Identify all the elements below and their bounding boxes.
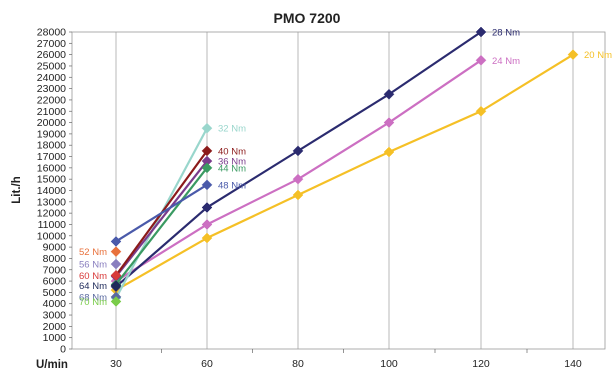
y-tick-label: 11000: [38, 219, 67, 231]
y-tick-label: 14000: [37, 185, 66, 197]
series-44-nm: [110, 162, 213, 290]
series-label: 60 Nm: [79, 271, 107, 282]
series-label: 20 Nm: [584, 50, 612, 61]
y-tick-label: 28000: [37, 27, 66, 39]
series-48-nm: [110, 179, 213, 247]
series-line: [115, 167, 208, 286]
y-tick-label: 20000: [37, 117, 66, 129]
data-point: [292, 173, 304, 185]
data-point: [201, 145, 213, 157]
data-point: [201, 179, 213, 191]
y-tick-label: 6000: [43, 276, 67, 288]
y-tick-label: 27000: [37, 38, 66, 50]
x-tick-label: 60: [201, 358, 213, 370]
series-line: [115, 59, 482, 283]
y-tick-label: 8000: [43, 253, 67, 265]
series-line: [115, 183, 208, 243]
chart-title: PMO 7200: [274, 10, 341, 26]
data-point: [292, 145, 304, 157]
data-point: [201, 232, 213, 244]
series-label: 40 Nm: [218, 146, 246, 157]
series-70-nm: [110, 296, 122, 307]
series-label: 32 Nm: [218, 124, 246, 135]
plot-area: [71, 31, 606, 350]
y-tick-label: 0: [60, 344, 66, 356]
series-24-nm: [110, 54, 487, 287]
y-tick-label: 1000: [43, 332, 67, 344]
series-label: 48 Nm: [218, 180, 246, 191]
y-tick-label: 10000: [37, 230, 66, 242]
x-tick-label: 140: [564, 358, 582, 370]
data-point: [475, 54, 487, 66]
data-point: [383, 146, 395, 158]
data-point: [292, 189, 304, 201]
y-tick-label: 19000: [37, 128, 66, 140]
y-tick-label: 17000: [37, 151, 66, 163]
series-line: [115, 53, 574, 292]
y-tick-label: 18000: [37, 140, 66, 152]
series-label: 64 Nm: [79, 281, 107, 292]
data-point: [110, 258, 122, 270]
y-tick-label: 5000: [43, 287, 67, 299]
data-point: [110, 236, 122, 247]
series-56-nm: [110, 258, 122, 270]
y-tick-label: 7000: [43, 264, 67, 276]
y-tick-label: 13000: [37, 196, 66, 208]
y-tick-label: 2000: [43, 321, 67, 333]
x-tick-label: 100: [380, 358, 398, 370]
series-label: 52 Nm: [79, 247, 107, 258]
series-label: 68 Nm: [79, 292, 107, 303]
y-tick-label: 16000: [37, 162, 66, 174]
y-tick-label: 22000: [37, 94, 66, 106]
y-tick-label: 3000: [43, 310, 67, 322]
series-label: 24 Nm: [492, 56, 520, 67]
data-point: [567, 49, 579, 60]
series-label: 70 Nm: [79, 297, 107, 308]
x-tick-label: 80: [292, 358, 304, 370]
series-label: 56 Nm: [79, 260, 107, 271]
series-64-nm: [110, 280, 122, 291]
y-tick-label: 15000: [37, 174, 66, 186]
data-point: [110, 296, 122, 307]
series-20-nm: [110, 49, 579, 296]
series-28-nm: [110, 26, 487, 293]
data-point: [383, 117, 395, 128]
series-line: [115, 31, 482, 288]
data-point: [201, 162, 213, 174]
series-label: 28 Nm: [492, 28, 520, 39]
y-tick-label: 9000: [43, 242, 67, 254]
data-point: [110, 246, 122, 257]
y-tick-label: 23000: [37, 83, 66, 95]
data-point: [201, 202, 213, 213]
data-point: [383, 88, 395, 100]
series-label: 36 Nm: [218, 157, 246, 168]
x-axis-label: U/min: [36, 359, 68, 370]
y-tick-label: 24000: [37, 72, 66, 84]
y-tick-label: 12000: [37, 208, 66, 220]
series-label: 44 Nm: [218, 163, 246, 174]
y-axis-label: Lit./h: [11, 176, 23, 203]
series-line: [115, 160, 208, 278]
y-tick-label: 21000: [37, 106, 66, 118]
x-tick-label: 120: [472, 358, 490, 370]
data-point: [110, 280, 122, 291]
data-point: [201, 122, 213, 134]
y-tick-label: 25000: [37, 60, 66, 72]
x-tick-label: 30: [110, 358, 122, 370]
y-tick-label: 26000: [37, 49, 66, 61]
data-point: [201, 219, 213, 230]
y-tick-label: 4000: [43, 298, 67, 310]
data-point: [475, 26, 487, 38]
data-point: [475, 105, 487, 117]
series-52-nm: [110, 246, 122, 257]
